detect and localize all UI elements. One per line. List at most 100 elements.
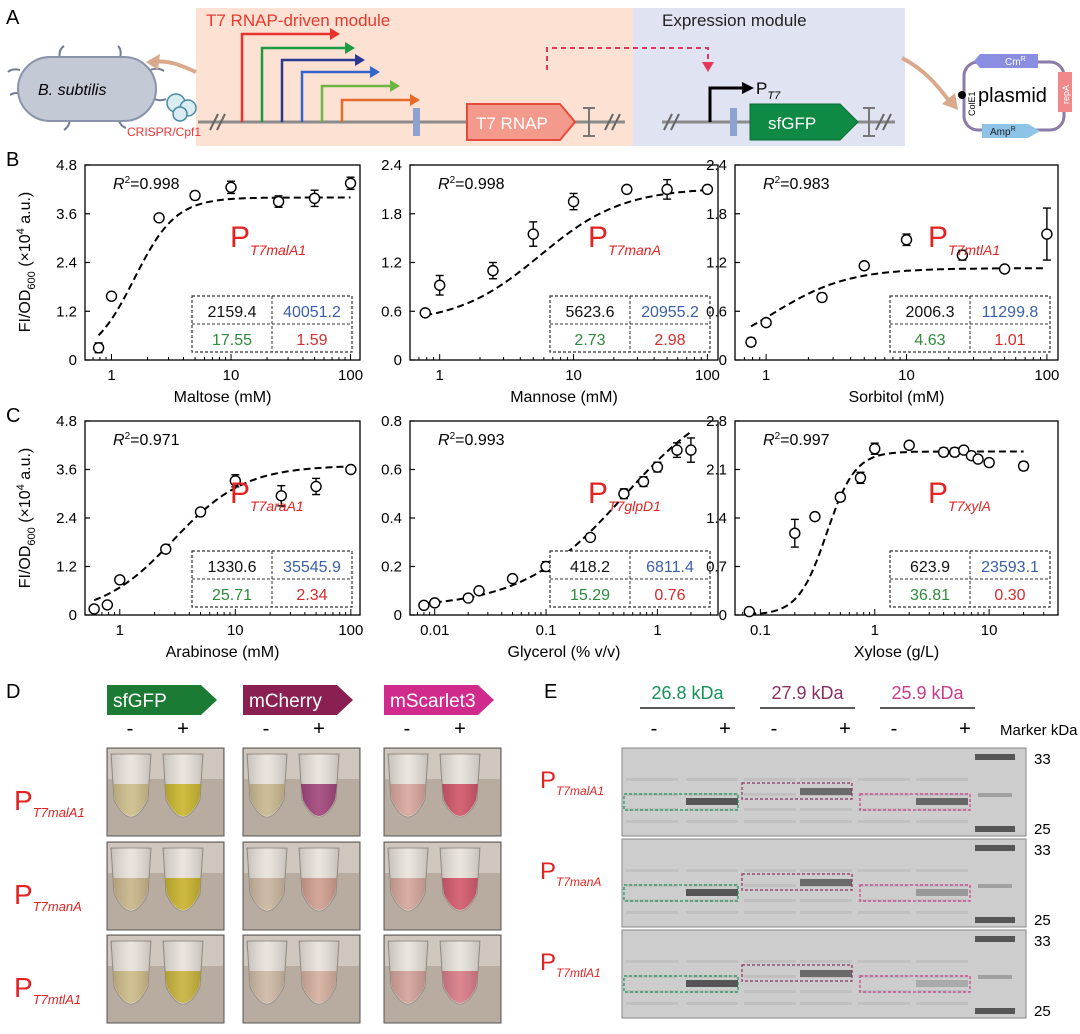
data-point [114,574,126,586]
row-promoter-label: PT7manA [14,879,82,914]
faint-band [800,820,852,823]
data-point [937,446,950,458]
data-point [661,183,673,196]
band-highlight [623,975,739,993]
r-squared-label: R2=0.998 [113,175,180,193]
marker-band [975,936,1015,942]
y-tick-label: 0.2 [381,559,402,576]
faint-band [744,808,796,811]
x-tick-label: 100 [338,622,363,639]
data-point [506,572,519,585]
tube-photo [106,934,225,1024]
data-point [760,316,772,329]
protein-band [800,879,852,886]
x-tick-label: 10 [898,367,915,384]
chart-glycerol: 0 0.2 0.4 0.6 0.8 0.01 0.1 1 Glycerol (% v/v) R2=… [381,413,719,661]
faint-band [858,778,910,781]
marker-band [975,917,1015,923]
rbs-block-2 [730,108,737,136]
data-point [637,475,650,488]
marker-band [975,845,1015,851]
chart-mannose: 0 0.6 1.2 1.8 2.4 1 10 100 Mannose (mM) R2=0.998 P… [381,157,720,406]
panel-label-a: A [6,7,20,29]
data-point [153,212,165,224]
data-point [418,599,430,611]
data-point [229,475,242,487]
data-point [903,439,915,451]
y-tick-label: 0 [719,352,727,369]
y-tick-label: 0 [69,352,77,369]
minus-label: - [127,718,134,740]
tube-shading [388,848,428,911]
reporter-tag [107,685,217,715]
faint-band [626,960,678,963]
x-tick-label: 0.1 [750,622,771,639]
faint-band [744,960,796,963]
promoter-arrowhead [410,94,420,106]
y-axis-label-c: FI/OD600 (×104 a.u.) [15,448,38,589]
data-point [685,444,697,456]
promoter-arrow [320,84,390,122]
data-point [869,443,881,455]
parameter-table: 2006.3 11299.8 4.63 1.01 [889,295,1051,353]
data-point [834,491,847,503]
fit-curve [749,450,1024,616]
faint-band [916,808,968,811]
data-point [419,307,431,319]
faint-band [744,975,796,978]
data-point [809,510,821,523]
data-point [88,603,100,615]
data-point [949,446,961,458]
faint-band [916,820,968,823]
faint-band [744,820,796,823]
band-highlight [859,884,971,902]
tube-photo [383,934,502,1024]
data-point [272,195,285,208]
faint-band [916,911,968,914]
data-point [487,264,499,277]
panel-label-b: B [6,149,19,171]
mw-label-33: 33 [1034,933,1051,950]
table-value: 1.01 [994,332,1025,349]
table-value: 20955.2 [641,304,699,321]
r-squared-label: R2=0.983 [763,175,830,193]
faint-band [686,820,738,823]
table-value: 11299.8 [982,304,1039,321]
tube-shading [247,848,287,911]
faint-band [626,820,678,823]
protein-band [916,980,968,987]
r-squared-label: R2=0.993 [438,431,505,449]
band-highlight [741,782,853,800]
x-tick-label: 10 [227,622,244,639]
tube-photo [383,747,502,837]
faint-band [916,869,968,872]
dna-break-left-2 [663,113,680,131]
y-tick-label: 1.4 [706,510,727,527]
faint-band [800,869,852,872]
y-tick-label: 0.7 [706,559,727,576]
x-axis-label: Arabinose (mM) [166,644,280,661]
promoter-arrow [260,46,345,122]
marker-band [978,884,1012,888]
faint-band [858,960,910,963]
gel-row-label: PT7malA1 [540,767,604,798]
tube-shading [299,754,339,817]
tube-photo [242,841,361,931]
data-point [225,181,237,194]
marker-label: Marker kDa [1000,722,1078,739]
x-axis-label: Mannose (mM) [510,389,618,406]
chart-maltose: 0 1.2 2.4 3.6 4.8 1 10 100 Maltose (mM) R2=0.998 P… [56,157,363,406]
bacterium-label: B. subtilis [38,82,106,99]
table-value: 25.71 [212,587,252,604]
band-highlight [741,964,853,982]
regulation-link [546,47,709,70]
faint-band [858,911,910,914]
kda-label: 26.8 kDa [651,683,724,703]
faint-band [686,778,738,781]
marker-band [975,1008,1015,1014]
data-point [618,488,630,500]
x-axis-label: Maltose (mM) [174,389,272,406]
tube-shading [111,754,151,817]
table-value: 1.59 [296,332,327,349]
